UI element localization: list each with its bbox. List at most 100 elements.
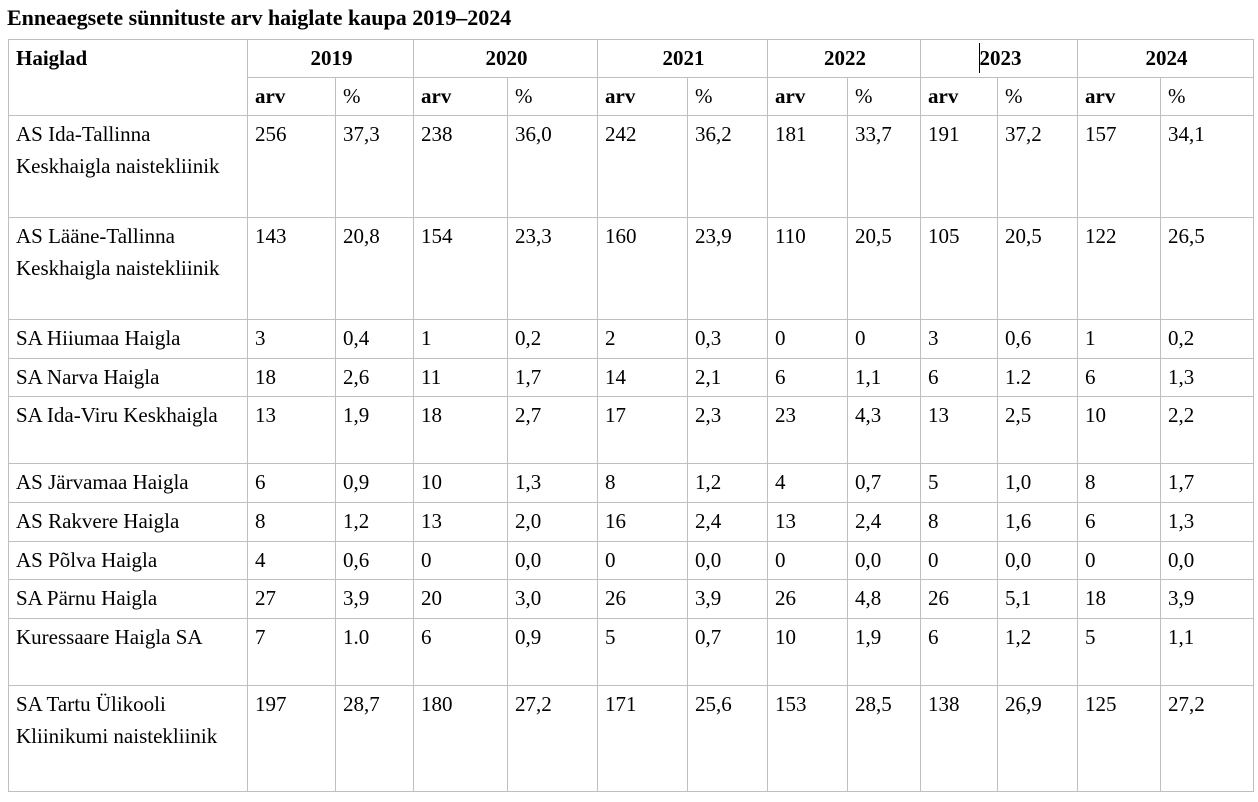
arv-cell: 138 (920, 685, 998, 792)
arv-cell: 26 (597, 579, 688, 619)
arv-cell: 110 (767, 217, 848, 320)
arv-cell: 6 (413, 618, 508, 686)
subheader-arv: arv (1077, 77, 1161, 116)
percent-cell: 3,0 (507, 579, 598, 619)
arv-cell: 13 (413, 502, 508, 542)
table-row: AS Lääne-Tallinna Keskhaigla naistekliin… (8, 217, 1254, 320)
arv-cell: 4 (247, 541, 336, 580)
table-row: SA Ida-Viru Keskhaigla 13 1,9 18 2,7 17 … (8, 396, 1254, 464)
percent-cell: 0,9 (507, 618, 598, 686)
year-header-2022: 2022 (767, 39, 921, 78)
percent-cell: 28,7 (335, 685, 414, 792)
hospital-name-cell: AS Järvamaa Haigla (8, 463, 248, 503)
percent-cell: 2,5 (997, 396, 1078, 464)
subheader-arv: arv (597, 77, 688, 116)
arv-cell: 8 (1077, 463, 1161, 503)
subheader-percent: % (997, 77, 1078, 116)
arv-cell: 1 (1077, 319, 1161, 359)
percent-cell: 20,5 (847, 217, 921, 320)
table-row: AS Ida-Tallinna Keskhaigla naistekliinik… (8, 115, 1254, 218)
percent-cell: 0,0 (847, 541, 921, 580)
arv-cell: 242 (597, 115, 688, 218)
percent-cell: 0,7 (687, 618, 768, 686)
arv-cell: 238 (413, 115, 508, 218)
table-row: SA Hiiumaa Haigla 3 0,4 1 0,2 2 0,3 0 0 … (8, 319, 1254, 359)
table-row: SA Tartu Ülikooli Kliinikumi naistekliin… (8, 685, 1254, 792)
percent-cell: 1,1 (847, 358, 921, 397)
arv-cell: 7 (247, 618, 336, 686)
arv-cell: 122 (1077, 217, 1161, 320)
arv-cell: 5 (597, 618, 688, 686)
arv-cell: 6 (1077, 358, 1161, 397)
subheader-arv: arv (247, 77, 336, 116)
percent-cell: 2,4 (687, 502, 768, 542)
hospital-name-cell: AS Lääne-Tallinna Keskhaigla naistekliin… (8, 217, 248, 320)
arv-cell: 16 (597, 502, 688, 542)
arv-cell: 157 (1077, 115, 1161, 218)
hospital-name-cell: SA Narva Haigla (8, 358, 248, 397)
percent-cell: 2,6 (335, 358, 414, 397)
arv-cell: 4 (767, 463, 848, 503)
percent-cell: 1,7 (1160, 463, 1254, 503)
page-title: Enneaegsete sünnituste arv haiglate kaup… (7, 5, 512, 30)
arv-cell: 1 (413, 319, 508, 359)
table-row: SA Narva Haigla 18 2,6 11 1,7 14 2,1 6 1… (8, 358, 1254, 397)
percent-cell: 36,2 (687, 115, 768, 218)
arv-cell: 191 (920, 115, 998, 218)
arv-cell: 11 (413, 358, 508, 397)
percent-cell: 1.0 (335, 618, 414, 686)
arv-cell: 10 (413, 463, 508, 503)
premature-births-table: Haiglad 2019 2020 2021 2022 2023 2024 ar… (8, 39, 1254, 792)
percent-cell: 0,0 (1160, 541, 1254, 580)
arv-cell: 171 (597, 685, 688, 792)
percent-cell: 0 (847, 319, 921, 359)
percent-cell: 25,6 (687, 685, 768, 792)
year-label-2023: 2023 (979, 46, 1022, 70)
arv-cell: 0 (920, 541, 998, 580)
percent-cell: 1,3 (507, 463, 598, 503)
arv-cell: 26 (920, 579, 998, 619)
arv-cell: 23 (767, 396, 848, 464)
percent-cell: 0,7 (847, 463, 921, 503)
arv-cell: 197 (247, 685, 336, 792)
percent-cell: 1,6 (997, 502, 1078, 542)
arv-cell: 20 (413, 579, 508, 619)
arv-cell: 14 (597, 358, 688, 397)
percent-cell: 0,0 (507, 541, 598, 580)
hospital-name-cell: SA Tartu Ülikooli Kliinikumi naistekliin… (8, 685, 248, 792)
percent-cell: 36,0 (507, 115, 598, 218)
year-header-row: Haiglad 2019 2020 2021 2022 2023 2024 (8, 39, 1254, 116)
percent-cell: 5,1 (997, 579, 1078, 619)
percent-cell: 20,8 (335, 217, 414, 320)
arv-cell: 5 (1077, 618, 1161, 686)
percent-cell: 1,2 (335, 502, 414, 542)
subheader-percent: % (1160, 77, 1254, 116)
arv-cell: 13 (247, 396, 336, 464)
arv-cell: 18 (247, 358, 336, 397)
arv-cell: 10 (1077, 396, 1161, 464)
subheader-arv: arv (920, 77, 998, 116)
arv-cell: 17 (597, 396, 688, 464)
arv-cell: 0 (597, 541, 688, 580)
subheader-percent: % (507, 77, 598, 116)
percent-cell: 3,9 (1160, 579, 1254, 619)
percent-cell: 34,1 (1160, 115, 1254, 218)
arv-cell: 256 (247, 115, 336, 218)
arv-cell: 0 (413, 541, 508, 580)
percent-cell: 0,3 (687, 319, 768, 359)
percent-cell: 26,9 (997, 685, 1078, 792)
percent-cell: 3,9 (687, 579, 768, 619)
percent-cell: 1,1 (1160, 618, 1254, 686)
arv-cell: 13 (920, 396, 998, 464)
subheader-percent: % (687, 77, 768, 116)
percent-cell: 4,3 (847, 396, 921, 464)
year-header-2021: 2021 (597, 39, 768, 78)
percent-cell: 1,2 (997, 618, 1078, 686)
percent-cell: 28,5 (847, 685, 921, 792)
arv-cell: 143 (247, 217, 336, 320)
table-row: SA Pärnu Haigla 27 3,9 20 3,0 26 3,9 26 … (8, 579, 1254, 619)
arv-cell: 0 (767, 541, 848, 580)
arv-cell: 18 (413, 396, 508, 464)
arv-cell: 3 (247, 319, 336, 359)
